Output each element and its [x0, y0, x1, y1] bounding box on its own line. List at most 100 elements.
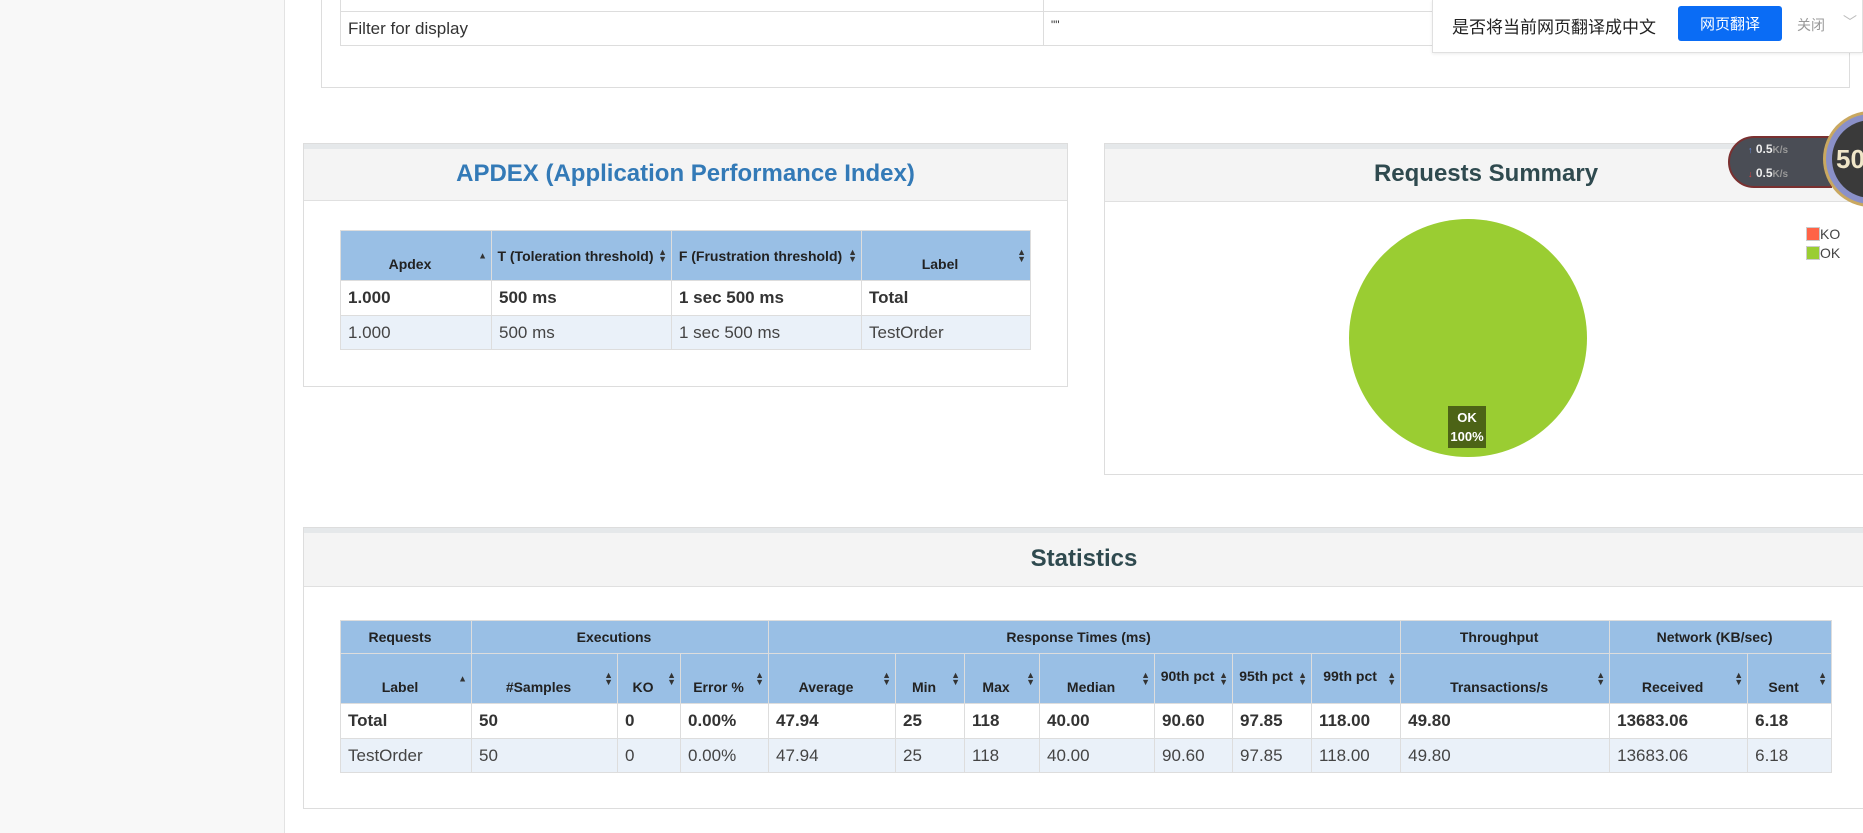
header-label: 90th pct	[1160, 667, 1215, 684]
cell: 90.60	[1154, 703, 1234, 739]
legend-item-ko[interactable]: KO	[1806, 225, 1840, 244]
statistics-title: Statistics	[304, 528, 1863, 587]
slice-label-name: OK	[1457, 410, 1477, 425]
translate-bar: 是否将当前网页翻译成中文 网页翻译 关闭 ﹀	[1432, 0, 1863, 53]
header-label: #Samples	[505, 679, 572, 695]
cell: TestOrder	[340, 738, 472, 773]
header-label: Received	[1641, 679, 1704, 695]
network-speed-widget[interactable]: ↑ 0.5K/s ↓ 0.5K/s 50%	[1728, 96, 1863, 222]
stats-header-transactions-s[interactable]: Transactions/s ▲ ▼	[1400, 653, 1611, 704]
group-network: Network (KB/sec)	[1609, 620, 1832, 654]
sort-icon: ▲ ▼	[848, 246, 857, 264]
cell: 500 ms	[491, 315, 672, 350]
sort-icon: ▲ ▼	[667, 669, 676, 687]
left-sidebar	[0, 0, 285, 833]
apdex-title: APDEX (Application Performance Index)	[304, 144, 1067, 201]
stats-header-average[interactable]: Average ▲ ▼	[768, 653, 897, 704]
pie-slice-ok[interactable]	[1349, 219, 1587, 457]
sort-icon: ▲ ▼	[1017, 246, 1026, 264]
header-label: Min	[911, 679, 937, 695]
sort-icon: ▲ ▼	[1387, 669, 1397, 687]
cell: 40.00	[1039, 703, 1156, 739]
sort-icon: ▲ ▼	[1818, 669, 1827, 687]
sort-icon: ▲ ▼	[1298, 669, 1308, 687]
stats-header-max[interactable]: Max ▲ ▼	[964, 653, 1041, 704]
sort-icon: ▲ ▼	[658, 246, 667, 264]
stats-header-label[interactable]: Label ▲	[340, 653, 472, 704]
sort-icon: ▲ ▼	[755, 669, 765, 687]
translate-button[interactable]: 网页翻译	[1678, 6, 1782, 41]
header-label: Transactions/s	[1450, 679, 1549, 695]
header-label: KO	[632, 679, 654, 695]
header-label: 95th pct	[1239, 667, 1293, 684]
download-icon: ↓	[1748, 169, 1753, 179]
sort-icon: ▲ ▼	[604, 669, 613, 687]
stats-header-99th-pct[interactable]: 99th pct ▲ ▼	[1311, 653, 1402, 704]
stats-header-sent[interactable]: Sent ▲ ▼	[1747, 653, 1832, 704]
cell: 49.80	[1400, 738, 1611, 773]
header-label: Max	[982, 679, 1010, 695]
cell: 0	[617, 703, 681, 739]
cell: 90.60	[1154, 738, 1234, 773]
cell: 500 ms	[491, 280, 672, 316]
sort-asc-icon: ▲	[458, 673, 467, 683]
pie-legend: KO OK	[1806, 225, 1840, 263]
sort-icon: ▲ ▼	[1141, 669, 1151, 687]
sort-icon: ▲ ▼	[1596, 669, 1606, 687]
cell: 40.00	[1039, 738, 1156, 773]
cell: 118	[964, 703, 1041, 739]
stats-header-received[interactable]: Received ▲ ▼	[1609, 653, 1749, 704]
cell: 49.80	[1400, 703, 1611, 739]
group-response-times: Response Times (ms)	[768, 620, 1402, 654]
header-label: Median	[1066, 679, 1116, 695]
frustration-header[interactable]: F (Frustration threshold) ▲ ▼	[671, 230, 862, 281]
speed-pill: ↑ 0.5K/s ↓ 0.5K/s	[1728, 136, 1832, 188]
cell: Total	[861, 280, 1031, 316]
apdex-table: Apdex ▲ T (Toleration threshold) ▲ ▼ F (Fru…	[340, 230, 1031, 350]
chevron-down-icon[interactable]: ﹀	[1843, 14, 1857, 30]
cell: 1 sec 500 ms	[671, 315, 862, 350]
stats-header-90th-pct[interactable]: 90th pct ▲ ▼	[1154, 653, 1234, 704]
translate-prompt: 是否将当前网页翻译成中文	[1452, 18, 1656, 37]
cell: 1.000	[340, 315, 492, 350]
toleration-header[interactable]: T (Toleration threshold) ▲ ▼	[491, 230, 672, 281]
stats-header-ko[interactable]: KO ▲ ▼	[617, 653, 681, 704]
stats-header--samples[interactable]: #Samples ▲ ▼	[471, 653, 618, 704]
stats-header-95th-pct[interactable]: 95th pct ▲ ▼	[1232, 653, 1313, 704]
stats-header-error-[interactable]: Error % ▲ ▼	[679, 653, 770, 704]
header-label: Label	[381, 679, 419, 695]
header-label: Error %	[693, 679, 744, 695]
cell: 6.18	[1747, 703, 1832, 739]
table-row: TestOrder 50 0 0.00% 47.94 25 118 40.00 90.60 97.…	[340, 738, 1832, 773]
cell: 118.00	[1311, 738, 1402, 773]
label-header[interactable]: Label ▲ ▼	[861, 230, 1031, 281]
cell: 25	[895, 738, 966, 773]
header-label: Sent	[1768, 679, 1799, 695]
cell: 47.94	[768, 703, 897, 739]
cell: 1.000	[340, 280, 492, 316]
table-row: 1.000 500 ms 1 sec 500 ms Total	[340, 280, 1031, 316]
cell: 0	[617, 738, 681, 773]
legend-item-ok[interactable]: OK	[1806, 244, 1840, 263]
cell: 118.00	[1311, 703, 1402, 739]
cell: 47.94	[768, 738, 897, 773]
pie-chart	[1349, 219, 1587, 457]
cell: 50	[471, 738, 618, 773]
stats-header-min[interactable]: Min ▲ ▼	[895, 653, 966, 704]
cell: 97.85	[1232, 703, 1313, 739]
stats-header-median[interactable]: Median ▲ ▼	[1039, 653, 1156, 704]
group-throughput: Throughput	[1400, 620, 1611, 654]
statistics-panel: Statistics Requests Executions Response …	[303, 527, 1863, 809]
header-label: Average	[798, 679, 854, 695]
table-row: Total 50 0 0.00% 47.94 25 118 40.00 90.60 97.85 11…	[340, 703, 1832, 739]
cell: 0.00%	[679, 738, 770, 773]
pie-slice-label: OK 100%	[1448, 406, 1486, 448]
close-link[interactable]: 关闭	[1797, 17, 1825, 33]
statistics-table: Requests Executions Response Times (ms) …	[340, 620, 1832, 773]
apdex-panel: APDEX (Application Performance Index) Ap…	[303, 143, 1068, 387]
header-label: 99th pct	[1323, 667, 1377, 684]
cell: 13683.06	[1609, 703, 1749, 739]
apdex-header[interactable]: Apdex ▲	[340, 230, 492, 281]
table-row: 1.000 500 ms 1 sec 500 ms TestOrder	[340, 315, 1031, 350]
sort-icon: ▲ ▼	[882, 669, 892, 687]
